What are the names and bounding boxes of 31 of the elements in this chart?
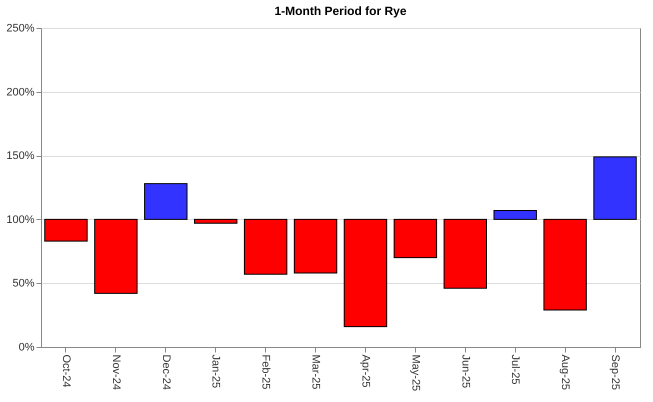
x-tick-label: Jul-25 — [509, 354, 522, 384]
bar — [543, 218, 587, 310]
bar — [194, 218, 238, 224]
y-tick-label: 200% — [6, 86, 35, 98]
x-tick-label: Jun-25 — [459, 354, 472, 388]
x-tick-label: May-25 — [409, 354, 422, 392]
bar — [593, 156, 637, 220]
bar — [244, 218, 288, 275]
y-tick-label: 100% — [6, 214, 35, 226]
bar — [444, 218, 488, 289]
chart-title: 1-Month Period for Rye — [274, 4, 407, 18]
x-tick-label: Feb-25 — [260, 354, 272, 390]
x-tick-label: Jan-25 — [210, 354, 222, 388]
y-tick-label: 250% — [6, 22, 35, 34]
y-tick-label: 50% — [12, 278, 35, 290]
bar — [44, 218, 88, 242]
x-tick-label: Mar-25 — [310, 354, 322, 390]
x-tick-label: Apr-25 — [359, 354, 372, 388]
bar — [344, 218, 388, 328]
bar — [394, 218, 438, 258]
bar — [294, 218, 338, 274]
y-tick-label: 150% — [6, 150, 35, 162]
x-tick-label: Dec-24 — [160, 354, 172, 390]
x-tick-label: Oct-24 — [60, 354, 72, 388]
x-tick-label: Nov-24 — [110, 354, 122, 390]
bar — [94, 218, 138, 294]
y-tick-label: 0% — [18, 342, 35, 354]
x-tick-label: Aug-25 — [559, 354, 572, 390]
x-tick-label: Sep-25 — [609, 354, 622, 390]
bar — [144, 183, 188, 220]
bar — [493, 210, 537, 220]
